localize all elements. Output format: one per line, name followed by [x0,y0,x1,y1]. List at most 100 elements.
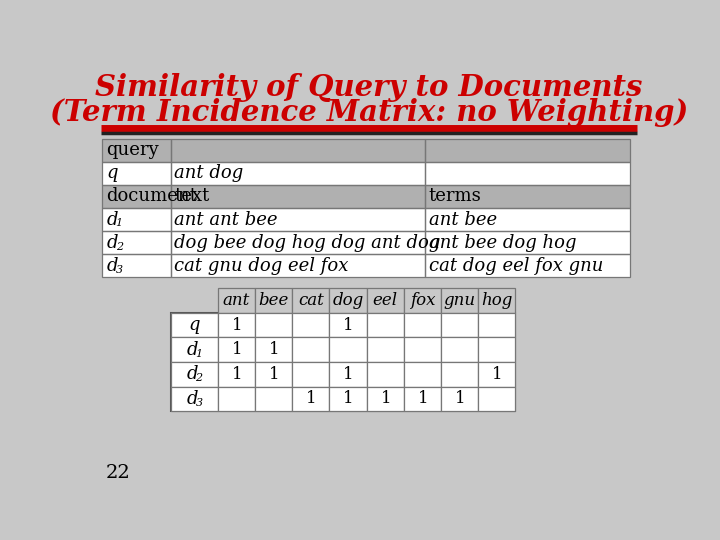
Bar [478,338,516,362]
Bar [330,288,366,313]
Bar [171,162,425,185]
Bar [404,338,441,362]
Text: terms: terms [428,187,482,206]
Bar [441,338,478,362]
Bar [171,313,516,411]
Text: 2: 2 [116,241,122,252]
Bar [404,387,441,411]
Text: 1: 1 [232,366,243,383]
Bar [478,387,516,411]
Bar [255,313,292,338]
Text: Similarity of Query to Documents: Similarity of Query to Documents [95,73,643,103]
Text: 1: 1 [381,390,391,408]
Text: document: document [107,187,197,206]
Text: query: query [107,141,159,159]
Text: ant ant bee: ant ant bee [174,211,278,228]
Text: text: text [174,187,210,206]
Bar [441,313,478,338]
Bar [425,231,630,254]
Text: ant bee: ant bee [428,211,497,228]
Text: dog bee dog hog dog ant dog: dog bee dog hog dog ant dog [174,234,441,252]
Bar [102,254,630,278]
Bar [404,362,441,387]
Bar [292,313,330,338]
Text: d: d [187,341,199,359]
Bar [478,362,516,387]
Bar [171,231,425,254]
Bar [366,387,404,411]
Bar [478,288,516,313]
Text: cat gnu dog eel fox: cat gnu dog eel fox [174,256,349,275]
Bar [330,387,366,411]
Bar [171,313,218,338]
Text: 1: 1 [195,348,202,359]
Text: 1: 1 [269,341,279,358]
Bar [255,362,292,387]
Text: d: d [187,390,199,408]
Text: cat: cat [298,292,324,309]
Text: eel: eel [373,292,398,309]
Bar [102,162,171,185]
Bar [171,387,218,411]
Text: 1: 1 [343,316,354,334]
Bar [171,185,425,208]
Bar [102,254,171,278]
Text: 3: 3 [195,398,202,408]
Bar [102,185,171,208]
Bar [102,139,630,162]
Bar [218,338,255,362]
Bar [425,208,630,231]
Bar [366,338,404,362]
Bar [255,387,292,411]
Bar [171,254,425,278]
Bar [102,139,171,162]
Text: dog: dog [333,292,364,309]
Text: 1: 1 [492,366,503,383]
Bar [425,139,630,162]
Bar [102,208,171,231]
Text: gnu: gnu [444,292,476,309]
Bar [441,387,478,411]
Bar [102,185,630,208]
Text: 1: 1 [116,218,122,228]
Text: hog: hog [481,292,513,309]
Text: ant bee dog hog: ant bee dog hog [428,234,576,252]
Bar [218,288,255,313]
Text: 1: 1 [269,366,279,383]
Bar [425,185,630,208]
Bar [292,288,330,313]
Text: ant dog: ant dog [174,164,244,183]
Bar [478,313,516,338]
Bar [404,313,441,338]
Bar [292,387,330,411]
Bar [330,313,366,338]
Bar [366,288,404,313]
Text: (Term Incidence Matrix: no Weighting): (Term Incidence Matrix: no Weighting) [50,98,688,127]
Bar [425,254,630,278]
Text: 1: 1 [232,341,243,358]
Bar [102,231,630,254]
Text: d: d [107,234,119,252]
Text: ant: ant [223,292,250,309]
Bar [441,362,478,387]
Bar [404,288,441,313]
Text: 22: 22 [106,464,130,482]
Bar [218,362,255,387]
Text: 3: 3 [116,265,122,275]
Bar [366,362,404,387]
Bar [255,338,292,362]
Bar [292,338,330,362]
Bar [102,208,630,231]
Text: d: d [107,256,119,275]
Text: q: q [189,316,200,334]
Bar [218,313,255,338]
Bar [171,362,218,387]
Bar [366,313,404,338]
Bar [171,208,425,231]
Text: 1: 1 [343,390,354,408]
Text: 1: 1 [418,390,428,408]
Text: 2: 2 [195,373,202,383]
Text: bee: bee [258,292,289,309]
Text: q: q [107,164,118,183]
Text: 1: 1 [232,316,243,334]
